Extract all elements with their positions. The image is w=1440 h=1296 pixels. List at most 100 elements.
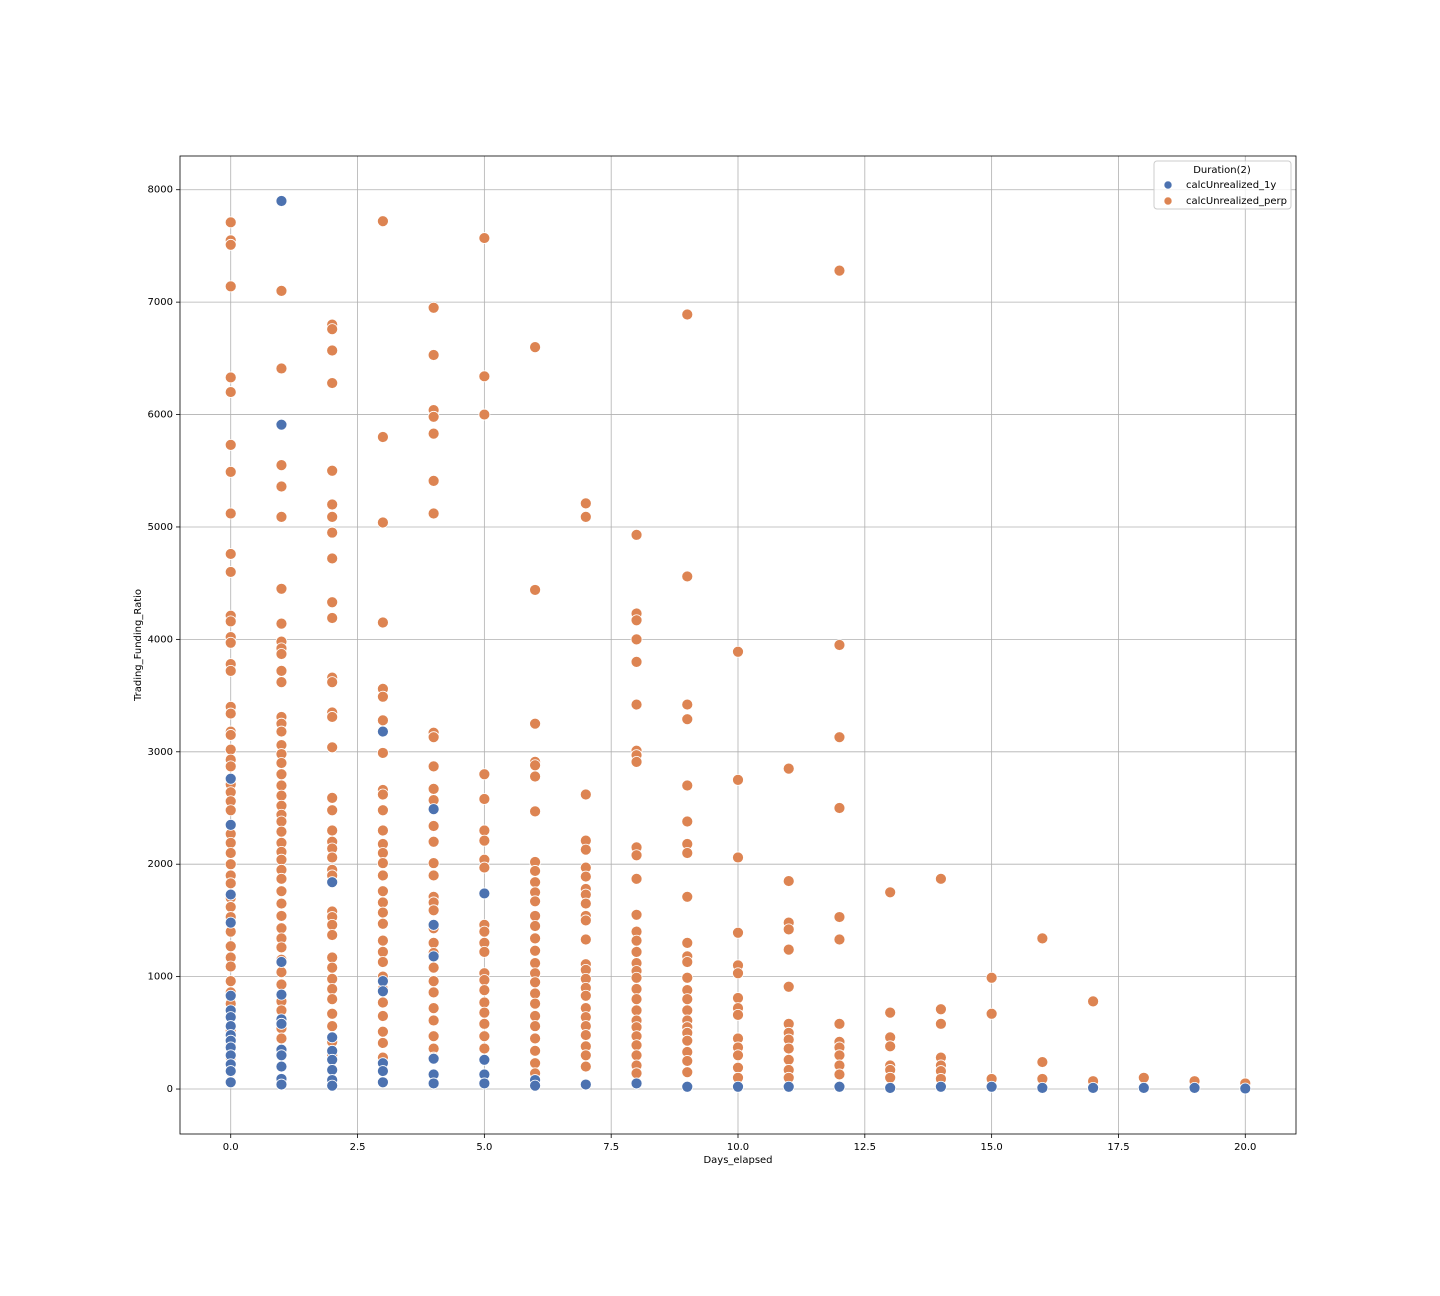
scatter-point (224, 707, 237, 720)
scatter-point (275, 617, 288, 630)
scatter-point (377, 1065, 389, 1077)
scatter-point (681, 890, 694, 903)
x-tick-label: 12.5 (854, 1142, 876, 1153)
scatter-point (326, 824, 339, 837)
scatter-point (782, 1042, 795, 1055)
scatter-point (326, 323, 339, 336)
scatter-point (478, 887, 491, 900)
scatter-point (377, 985, 389, 998)
scatter-point (377, 1076, 389, 1089)
scatter-point (275, 757, 288, 769)
scatter-point (630, 1067, 643, 1080)
scatter-point (1036, 1056, 1049, 1068)
scatter-point (732, 926, 744, 939)
scatter-point (681, 815, 694, 828)
scatter-point (529, 987, 541, 1000)
scatter-point (478, 408, 491, 421)
scatter-point (529, 957, 541, 970)
scatter-point (630, 1077, 643, 1090)
scatter-point (579, 1078, 592, 1091)
scatter-point (427, 760, 440, 773)
scatter-point (224, 371, 237, 384)
scatter-point (275, 1078, 288, 1091)
scatter-point (833, 1068, 846, 1081)
scatter-point (377, 945, 389, 958)
scatter-point (630, 1039, 643, 1052)
scatter-point (326, 1053, 339, 1066)
scatter-point (782, 1053, 795, 1066)
scatter-point (377, 747, 389, 759)
axes: 0.0 2.5 5.0 7.5 10.0 12.5 15.0 17.5 20.0 0 1000 200… (148, 185, 1257, 1153)
scatter-point (326, 711, 339, 723)
scatter-point (377, 616, 389, 629)
scatter-point (478, 793, 491, 805)
scatter-point (427, 919, 440, 931)
scatter-point (529, 920, 541, 932)
scatter-point (275, 956, 288, 968)
scatter-point (275, 872, 288, 885)
scatter-point (326, 951, 339, 964)
scatter-point (275, 897, 288, 910)
scatter-point (427, 1052, 440, 1065)
scatter-point (224, 877, 237, 890)
scatter-point (427, 936, 440, 949)
scatter-point (529, 1020, 541, 1032)
scatter-point (681, 1034, 694, 1047)
scatter-point (326, 552, 339, 565)
scatter-point (884, 1040, 897, 1053)
scatter-point (681, 570, 694, 583)
scatter-point (579, 914, 592, 927)
scatter-point (478, 861, 491, 874)
scatter-point (529, 895, 541, 908)
scatter-point (224, 989, 237, 1002)
scatter-point (326, 804, 339, 817)
scatter-point (224, 916, 237, 929)
scatter-point (884, 886, 897, 899)
scatter-point (326, 344, 339, 357)
scatter-point (224, 760, 237, 773)
scatter-point (529, 759, 541, 772)
scatter-point (529, 717, 541, 730)
scatter-point (275, 1017, 288, 1030)
scatter-point (326, 972, 339, 985)
scatter-point (275, 664, 288, 677)
scatter-point (681, 993, 694, 1006)
scatter-point (427, 507, 440, 520)
scatter-point (377, 934, 389, 947)
scatter-point (884, 1071, 897, 1084)
scatter-point (377, 917, 389, 930)
scatter-point (427, 427, 440, 440)
scatter-point (579, 897, 592, 910)
scatter-point (326, 510, 339, 523)
scatter-point (275, 789, 288, 802)
scatter-point (377, 431, 389, 443)
scatter-point (529, 1057, 541, 1070)
legend-label: calcUnrealized_perp (1186, 196, 1287, 207)
scatter-point (732, 1080, 744, 1093)
scatter-point (630, 945, 643, 958)
scatter-point (275, 418, 288, 431)
scatter-point (427, 474, 440, 487)
scatter-point (833, 639, 846, 651)
scatter-point (630, 698, 643, 711)
scatter-point (326, 876, 339, 889)
scatter-point (1036, 932, 1049, 945)
legend-marker (1163, 180, 1173, 190)
scatter-point (579, 870, 592, 883)
scatter-point (224, 216, 237, 229)
scatter-point (377, 847, 389, 859)
scatter-point (732, 851, 744, 864)
scatter-point (224, 772, 237, 785)
scatter-point (224, 566, 237, 578)
scatter-point (833, 911, 846, 923)
scatter-point (732, 773, 744, 786)
points (224, 195, 1252, 1095)
scatter-point (681, 956, 694, 968)
scatter-point (427, 1030, 440, 1043)
scatter-point (1239, 1082, 1252, 1095)
x-tick-label: 10.0 (727, 1142, 749, 1153)
scatter-point (935, 1080, 947, 1093)
scatter-point (478, 1006, 491, 1019)
scatter-point (782, 762, 795, 775)
